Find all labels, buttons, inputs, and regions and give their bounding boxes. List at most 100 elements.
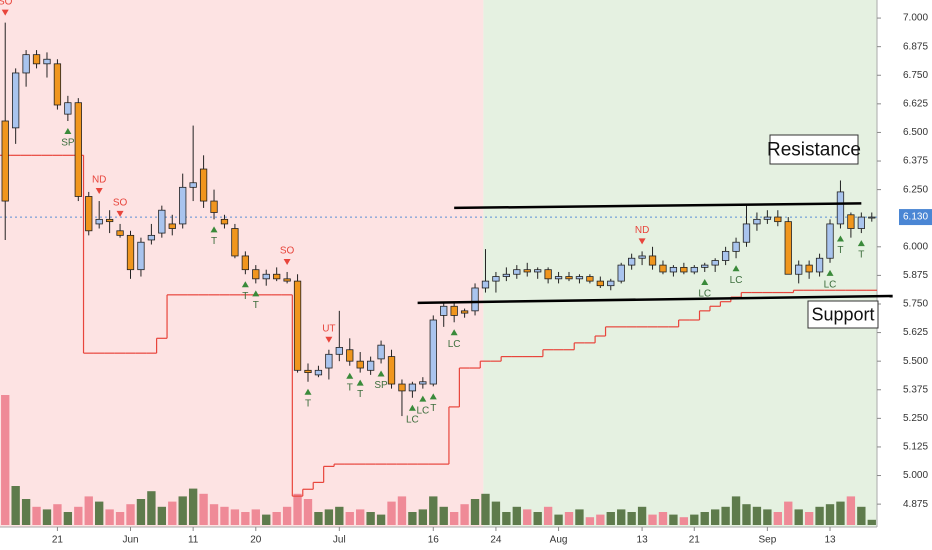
candle-body [273, 273, 281, 280]
volume-bar [220, 506, 229, 525]
volume-bar [596, 514, 605, 525]
candle-body [252, 269, 260, 280]
y-tick-label: 6.750 [903, 70, 928, 81]
price-axis-area [877, 0, 932, 550]
y-tick-label: 6.250 [903, 184, 928, 195]
signal-label: SP [374, 380, 388, 391]
volume-bar [585, 517, 595, 525]
candle-body [502, 273, 510, 277]
candle-body [836, 191, 845, 225]
y-tick-label: 5.625 [903, 327, 928, 338]
volume-bar [366, 512, 375, 525]
candle-body [231, 228, 239, 257]
signal-arrow [419, 395, 427, 402]
candle-body [544, 269, 552, 280]
signal-arrow [95, 188, 103, 195]
candle-body [815, 257, 824, 273]
x-tick-label: 13 [824, 535, 836, 546]
candle-body [690, 266, 698, 273]
volume-bar [491, 501, 501, 525]
signal-label: SO [280, 246, 295, 257]
candle-body [481, 280, 490, 289]
candle-body [32, 54, 41, 65]
candle-body [53, 63, 62, 106]
signal-arrow [408, 404, 416, 411]
candle-body [126, 234, 135, 271]
signal-label: LC [448, 339, 461, 350]
candle-body [471, 287, 479, 312]
volume-bar [324, 509, 334, 525]
volume-bar [700, 512, 709, 525]
volume-bar [293, 493, 302, 525]
signal-label: ND [92, 175, 106, 186]
volume-bar [512, 506, 521, 525]
candle-body [721, 250, 730, 261]
signal-arrow [701, 278, 709, 285]
y-tick-label: 6.000 [903, 241, 928, 252]
volume-bar [606, 512, 615, 525]
signal-label: T [211, 236, 217, 247]
signal-label: T [858, 250, 864, 261]
signal-arrow [356, 379, 364, 386]
volume-bar [314, 512, 323, 525]
signal-arrow [826, 269, 834, 276]
volume-bar [773, 512, 782, 525]
candle-body [1, 120, 9, 202]
volume-bar [815, 506, 824, 525]
candle-body [189, 182, 197, 188]
volume-bar [543, 506, 553, 525]
y-tick-label: 5.250 [903, 413, 928, 424]
volume-bar [617, 509, 626, 525]
candle-body [408, 383, 417, 392]
signal-arrow [116, 210, 124, 217]
candle-body [669, 266, 678, 273]
candle-body [774, 216, 782, 223]
y-tick-label: 4.875 [903, 499, 928, 510]
volume-bar [804, 512, 814, 525]
y-tick-label: 7.000 [903, 13, 928, 24]
volume-bar [345, 512, 354, 525]
signal-arrow [346, 372, 354, 379]
signal-arrow [638, 238, 646, 245]
candle-body [554, 276, 563, 280]
signal-arrow [210, 226, 218, 233]
volume-bar [846, 496, 856, 525]
volume-bar [168, 501, 177, 525]
candle-body [763, 216, 772, 220]
signal-arrow [836, 235, 844, 242]
candle-body [847, 214, 855, 229]
volume-bar [533, 512, 542, 525]
candle-body [857, 216, 865, 229]
volume-bar [627, 512, 636, 525]
volume-bar [418, 509, 428, 525]
candle-body [387, 356, 396, 385]
volume-bar [679, 517, 689, 525]
volume-bar [105, 509, 114, 525]
x-tick-label: Jun [122, 535, 138, 546]
candle-body [367, 360, 375, 371]
candle-body [429, 319, 437, 385]
trend-line [417, 294, 893, 305]
candle-body [523, 269, 531, 273]
volume-bar [794, 509, 803, 525]
candle-body [74, 102, 82, 197]
volume-bar [42, 509, 52, 525]
last-price-label: 6.130 [903, 212, 928, 223]
trend-label-box [807, 300, 879, 329]
volume-bar [95, 501, 104, 525]
x-tick-label: 21 [52, 535, 64, 546]
signal-label: ND [635, 225, 649, 236]
volume-bar [251, 509, 260, 525]
candle-body [680, 266, 688, 273]
volume-bar [230, 509, 240, 525]
signal-label: LC [730, 275, 743, 286]
volume-bar [721, 506, 730, 525]
candle-body [648, 255, 657, 266]
signal-arrow [64, 127, 72, 134]
volume-bar [1, 395, 10, 525]
candle-body [398, 383, 406, 392]
trend-line [454, 202, 862, 210]
volume-bar [658, 512, 668, 525]
candle-body [241, 255, 249, 271]
signal-arrow [732, 265, 740, 272]
